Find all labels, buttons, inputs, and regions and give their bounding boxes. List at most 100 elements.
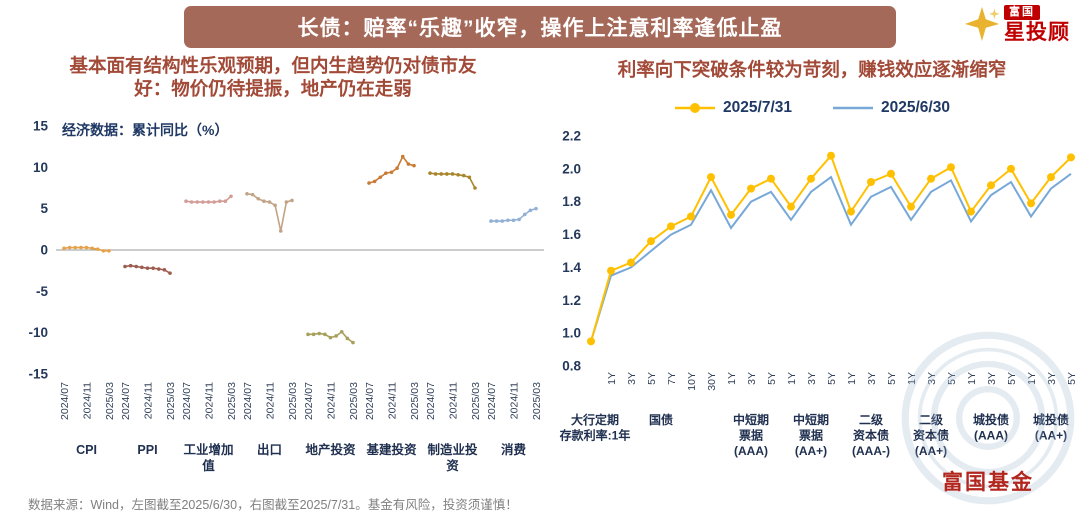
- svg-text:1.6: 1.6: [562, 227, 581, 242]
- svg-text:票据: 票据: [799, 428, 823, 443]
- svg-text:二级: 二级: [919, 412, 943, 427]
- banner-title: 长债：赔率“乐趣”收窄，操作上注意利率逢低止盈: [184, 6, 896, 48]
- svg-text:大行定期: 大行定期: [571, 412, 619, 427]
- svg-text:2025/03: 2025/03: [287, 382, 299, 420]
- svg-text:(AA+): (AA+): [795, 444, 827, 458]
- svg-text:3Y: 3Y: [866, 372, 878, 385]
- svg-text:-5: -5: [36, 284, 48, 299]
- legend-label-current: 2025/7/31: [723, 99, 792, 116]
- svg-text:-15: -15: [28, 367, 48, 382]
- svg-text:2025/03: 2025/03: [226, 382, 238, 420]
- svg-text:消费: 消费: [501, 442, 527, 457]
- svg-text:7Y: 7Y: [666, 372, 678, 385]
- svg-text:制造业投: 制造业投: [427, 442, 478, 457]
- svg-text:5Y: 5Y: [946, 372, 958, 385]
- svg-text:1.8: 1.8: [562, 194, 581, 209]
- svg-text:中短期: 中短期: [793, 412, 829, 427]
- svg-text:2025/03: 2025/03: [409, 382, 421, 420]
- svg-text:资本债: 资本债: [913, 428, 949, 443]
- svg-text:(AAA): (AAA): [974, 429, 1008, 443]
- legend-item-previous: 2025/6/30: [832, 99, 950, 117]
- svg-text:2024/07: 2024/07: [59, 382, 71, 420]
- svg-text:3Y: 3Y: [926, 372, 938, 385]
- svg-text:2025/03: 2025/03: [165, 382, 177, 420]
- svg-text:2025/03: 2025/03: [531, 382, 543, 420]
- svg-text:2024/07: 2024/07: [242, 382, 254, 420]
- svg-text:5: 5: [40, 201, 48, 216]
- star-logo-icon: [964, 6, 1000, 42]
- right-chart-title: 利率向下突破条件较为苛刻，赚钱效应逐渐缩窄: [617, 59, 1007, 80]
- svg-text:2024/07: 2024/07: [120, 382, 132, 420]
- svg-text:3Y: 3Y: [806, 372, 818, 385]
- svg-text:存款利率:1年: 存款利率:1年: [559, 428, 631, 443]
- svg-text:1Y: 1Y: [606, 372, 618, 385]
- brand-logo: 富国 星投顾: [963, 5, 1070, 43]
- svg-text:5Y: 5Y: [1006, 372, 1018, 385]
- svg-text:5Y: 5Y: [886, 372, 898, 385]
- svg-text:(AAA-): (AAA-): [852, 444, 890, 458]
- brand-text: 富国 星投顾: [1004, 5, 1070, 43]
- svg-text:2024/07: 2024/07: [181, 382, 193, 420]
- left-chart-title-line2: 好：物价仍待提振，地产仍在走弱: [134, 78, 412, 100]
- svg-text:5Y: 5Y: [826, 372, 838, 385]
- svg-text:2024/11: 2024/11: [326, 382, 338, 419]
- brand-name-badge: 富国: [1004, 5, 1040, 20]
- svg-text:3Y: 3Y: [626, 372, 638, 385]
- svg-text:(AA+): (AA+): [915, 444, 947, 458]
- svg-text:2024/07: 2024/07: [486, 382, 498, 420]
- legend-label-previous: 2025/6/30: [881, 99, 950, 116]
- svg-text:3Y: 3Y: [746, 372, 758, 385]
- svg-text:2025/03: 2025/03: [104, 382, 116, 420]
- svg-text:2024/07: 2024/07: [303, 382, 315, 420]
- svg-text:地产投资: 地产投资: [305, 442, 356, 457]
- svg-text:1Y: 1Y: [966, 372, 978, 385]
- svg-text:城投债: 城投债: [1033, 412, 1069, 427]
- svg-text:1Y: 1Y: [846, 372, 858, 385]
- svg-text:1.2: 1.2: [562, 293, 581, 308]
- svg-text:1Y: 1Y: [906, 372, 918, 385]
- left-chart-title-line1: 基本面有结构性乐观预期，但内生趋势仍对债市友: [69, 55, 477, 76]
- svg-text:3Y: 3Y: [986, 372, 998, 385]
- svg-text:1Y: 1Y: [726, 372, 738, 385]
- svg-text:2.0: 2.0: [562, 161, 581, 176]
- svg-text:CPI: CPI: [76, 443, 97, 457]
- svg-text:1.4: 1.4: [562, 260, 581, 275]
- svg-text:0.8: 0.8: [562, 359, 581, 374]
- svg-text:1Y: 1Y: [786, 372, 798, 385]
- svg-text:2025/03: 2025/03: [470, 382, 482, 420]
- svg-text:2024/07: 2024/07: [364, 382, 376, 420]
- svg-text:2024/11: 2024/11: [265, 382, 277, 419]
- svg-text:2024/07: 2024/07: [425, 382, 437, 420]
- brand-product-name: 星投顾: [1004, 21, 1070, 44]
- svg-text:2.2: 2.2: [562, 129, 581, 144]
- econ-chart: 15 10 5 0 -5 -10 -15 2024/07 2024/11 2025/03 CPI 20…: [28, 119, 544, 473]
- yield-chart-legend: 2025/7/31 2025/6/30: [548, 99, 1076, 117]
- svg-text:基建投资: 基建投资: [365, 442, 417, 457]
- svg-text:国债: 国债: [649, 412, 673, 427]
- svg-text:5Y: 5Y: [1066, 372, 1078, 385]
- svg-text:工业增加: 工业增加: [183, 442, 233, 457]
- yellow-line-marker-icon: [675, 103, 716, 113]
- svg-text:15: 15: [33, 119, 49, 134]
- svg-text:10Y: 10Y: [686, 372, 698, 391]
- svg-text:城投债: 城投债: [973, 412, 1009, 427]
- svg-text:2024/11: 2024/11: [448, 382, 460, 419]
- svg-text:1.0: 1.0: [562, 326, 581, 341]
- svg-text:资本债: 资本债: [853, 428, 889, 443]
- svg-text:2024/11: 2024/11: [387, 382, 399, 419]
- svg-text:2024/11: 2024/11: [204, 382, 216, 419]
- svg-text:1Y: 1Y: [1026, 372, 1038, 385]
- left-chart-title: 基本面有结构性乐观预期，但内生趋势仍对债市友 好：物价仍待提振，地产仍在走弱: [2, 54, 544, 100]
- svg-text:出口: 出口: [257, 442, 282, 457]
- svg-text:(AA+): (AA+): [1035, 429, 1067, 443]
- svg-text:值: 值: [202, 458, 215, 473]
- econ-chart-label: 经济数据：累计同比（%）: [62, 122, 229, 138]
- svg-text:5Y: 5Y: [766, 372, 778, 385]
- svg-text:2024/11: 2024/11: [143, 382, 155, 419]
- svg-text:(AAA): (AAA): [734, 444, 768, 458]
- svg-text:-10: -10: [28, 325, 48, 340]
- svg-text:2024/11: 2024/11: [82, 382, 94, 419]
- svg-text:10: 10: [33, 160, 48, 175]
